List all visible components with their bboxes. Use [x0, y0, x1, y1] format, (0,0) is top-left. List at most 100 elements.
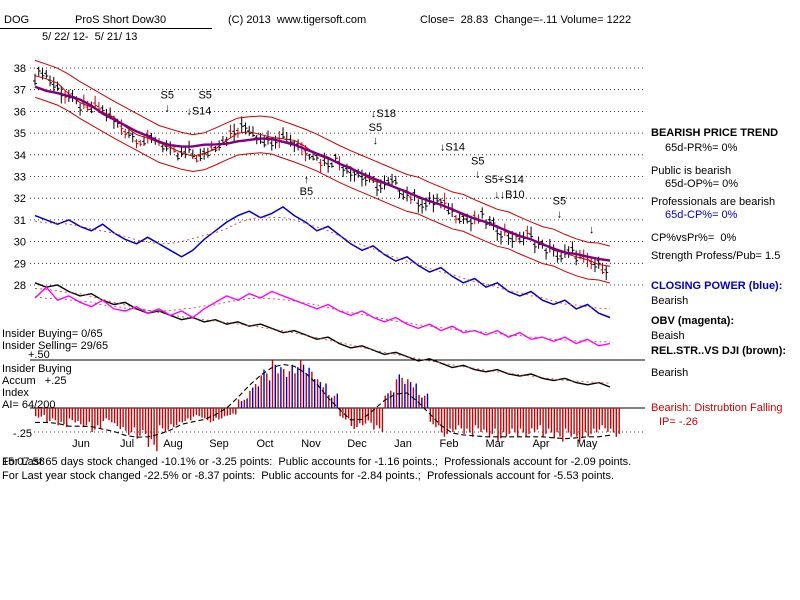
signal-annotation: ↓	[589, 224, 595, 236]
accum-bar	[49, 408, 51, 421]
accum-bar	[243, 399, 245, 408]
month-label: Dec	[347, 438, 367, 450]
accum-bar	[533, 408, 536, 432]
accum-bar	[305, 373, 307, 408]
accum-bar	[590, 408, 592, 434]
price-ma-slow-line	[34, 85, 611, 262]
accum-bar	[226, 408, 229, 416]
accum-bar	[271, 360, 274, 408]
accum-bar	[455, 408, 457, 430]
accum-bar	[497, 408, 499, 442]
timestamp-label: 15:07:58	[2, 456, 45, 468]
accum-bar	[480, 408, 482, 432]
signal-annotation: ↓S18	[371, 108, 396, 120]
accum-bar	[517, 408, 519, 437]
accum-bar	[316, 379, 319, 408]
accum-bar	[528, 408, 530, 434]
accum-bar	[314, 379, 316, 408]
accum-bar	[254, 384, 257, 408]
signal-annotation: S5	[161, 89, 174, 101]
accum-bar	[562, 408, 564, 442]
accum-bar	[511, 408, 513, 429]
rel-strength-title: REL.STR..VS DJI (brown):	[651, 345, 787, 357]
cp-vs-pr-label: CP%vsPr%= 0%	[651, 232, 737, 244]
accum-bar	[378, 408, 381, 429]
accum-bar	[147, 408, 150, 447]
accum-bar	[125, 408, 127, 431]
copyright-label: (C) 2013 www.tigersoft.com	[228, 14, 367, 26]
accum-bar	[432, 408, 434, 425]
price-tick-label: 35	[14, 128, 26, 140]
accum-bar	[584, 408, 586, 433]
accum-bar	[466, 408, 468, 429]
accum-bar	[483, 408, 485, 430]
accum-bar	[277, 373, 279, 408]
accum-bar	[175, 408, 178, 426]
price-tick-label: 36	[14, 106, 26, 118]
accum-bar	[51, 408, 54, 419]
accum-bar	[35, 408, 37, 417]
accum-bar	[94, 408, 96, 430]
accum-bar	[184, 408, 186, 421]
accum-bar	[576, 408, 578, 437]
accum-bar	[615, 408, 617, 437]
accum-bar	[204, 408, 206, 419]
price-tick-label: 32	[14, 193, 26, 205]
accum-bar	[300, 360, 302, 408]
accum-bar	[232, 408, 234, 414]
accum-bar	[474, 408, 477, 426]
accum-bar	[328, 395, 330, 408]
signal-arrow-down-icon: ↓	[165, 102, 171, 114]
accum-bar	[339, 408, 341, 417]
security-name-label: ProS Short Dow30	[75, 14, 167, 26]
accum-bar	[142, 408, 144, 431]
accum-bar	[105, 408, 107, 419]
accum-bar	[460, 408, 462, 429]
accum-index-title-line3: Index	[2, 387, 29, 399]
accum-signal-line	[35, 363, 611, 440]
accum-bar	[268, 380, 271, 408]
strength-ratio-label: Strength Profess/Pub= 1.5	[651, 250, 781, 262]
accum-bar	[500, 408, 502, 439]
ip-value-label: IP= -.26	[659, 416, 698, 428]
accum-bar	[564, 408, 567, 429]
accum-bar	[260, 375, 262, 408]
accum-bar	[415, 383, 417, 408]
price-tick-label: 37	[14, 85, 26, 97]
month-label: Nov	[301, 438, 321, 450]
accum-bar	[280, 367, 282, 408]
accum-bar	[353, 408, 355, 430]
bearish-price-trend-label: BEARISH PRICE TREND	[651, 127, 779, 139]
professionals-bearish-label: Professionals are bearish	[651, 196, 776, 208]
accum-bar	[502, 408, 505, 433]
accum-bar	[494, 408, 496, 429]
accum-bar	[128, 408, 130, 435]
insider-buying-count-label: Insider Buying= 0/65	[2, 328, 103, 340]
accum-bar	[263, 369, 265, 408]
accum-bar	[60, 408, 62, 422]
accum-bar	[54, 408, 57, 421]
accum-bar	[418, 395, 420, 408]
accum-bar	[99, 408, 102, 429]
accum-bar	[229, 408, 231, 415]
accum-bar	[570, 408, 572, 437]
accum-bar	[398, 374, 400, 408]
accum-bar	[144, 408, 147, 435]
accum-bar	[156, 408, 158, 452]
accum-bar	[373, 408, 375, 430]
accum-index-title-line2: Accum +.25	[2, 375, 67, 387]
accum-bar	[604, 408, 606, 429]
quote-summary-label: Close= 28.83 Change=-.11 Volume= 1222	[420, 14, 632, 26]
accum-bar	[401, 377, 403, 408]
accum-bar	[491, 408, 493, 434]
accum-bar	[573, 408, 575, 434]
accum-bar	[345, 408, 347, 420]
accum-bar	[215, 408, 217, 418]
accum-bar	[291, 364, 293, 408]
accum-bar	[311, 371, 313, 408]
closing-power-status: Bearish	[651, 295, 689, 307]
accum-bar	[381, 408, 384, 432]
accum-bar	[331, 397, 333, 408]
accum-bar	[164, 408, 167, 432]
